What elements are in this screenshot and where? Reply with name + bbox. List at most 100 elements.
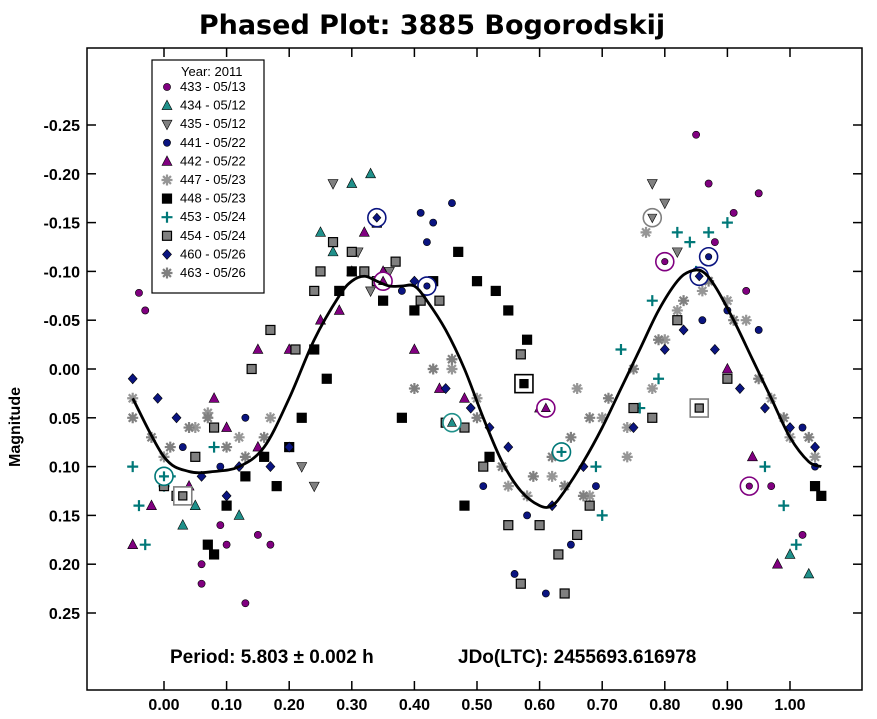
data-point	[696, 285, 708, 297]
data-point	[567, 540, 575, 549]
data-point	[810, 441, 820, 453]
data-point	[753, 373, 765, 385]
data-points	[127, 130, 827, 608]
data-point	[584, 412, 596, 424]
data-point	[698, 316, 707, 325]
highlighted-data-point	[694, 271, 704, 282]
legend-marker	[162, 248, 172, 260]
y-tick-label: -0.10	[44, 264, 81, 281]
y-tick-label: -0.05	[44, 313, 81, 330]
legend-label: 453 - 05/24	[180, 209, 246, 224]
data-point	[541, 589, 550, 598]
data-point	[710, 238, 719, 247]
data-point	[216, 521, 225, 530]
data-point	[189, 499, 201, 510]
period-annotation: Period: 5.803 ± 0.002 h	[170, 647, 374, 668]
data-point	[816, 490, 827, 501]
data-point	[471, 276, 483, 287]
data-point	[183, 422, 195, 434]
y-axis: -0.25 -0.20 -0.15 -0.10 -0.05 0.00 0.05 0.10 0.1…	[44, 118, 862, 623]
legend-marker	[161, 99, 173, 110]
legend-marker	[161, 155, 173, 166]
data-point	[222, 540, 231, 549]
data-point	[327, 179, 339, 190]
highlighted-data-point	[446, 417, 457, 427]
data-point	[798, 423, 807, 432]
data-point	[653, 334, 665, 346]
data-point	[127, 373, 138, 385]
highlighted-data-point	[540, 402, 551, 412]
data-point	[577, 490, 589, 502]
data-point	[628, 402, 639, 414]
legend-label: 454 - 05/24	[180, 228, 246, 243]
data-point	[240, 471, 251, 482]
data-point	[510, 570, 519, 578]
highlighted-data-point	[423, 282, 431, 290]
y-tick-label: -0.25	[44, 118, 81, 135]
data-point	[621, 422, 633, 434]
data-point	[521, 334, 533, 345]
data-point	[221, 500, 232, 511]
data-point	[565, 431, 577, 443]
data-point	[423, 238, 431, 247]
legend-marker	[163, 138, 171, 147]
data-point	[221, 421, 233, 432]
data-point	[515, 578, 526, 589]
data-point	[446, 363, 458, 375]
data-point	[458, 392, 470, 403]
data-point	[440, 383, 451, 394]
data-point	[546, 470, 558, 482]
data-point	[760, 402, 770, 414]
data-point	[164, 441, 176, 453]
data-point	[266, 540, 275, 549]
x-tick-label: 0.00	[148, 697, 179, 714]
highlighted-points	[154, 207, 760, 506]
data-point	[365, 167, 377, 179]
data-point	[553, 549, 564, 560]
legend-label: 434 - 05/12	[180, 98, 246, 113]
data-point	[471, 412, 483, 424]
legend-marker	[161, 267, 173, 279]
legend-label: 442 - 05/22	[180, 153, 246, 168]
data-point	[767, 482, 776, 491]
data-point	[754, 326, 763, 334]
data-point	[252, 343, 264, 354]
x-tick-label: 1.00	[774, 697, 805, 714]
highlighted-data-point	[556, 447, 567, 457]
data-point	[798, 531, 807, 539]
data-point	[296, 462, 308, 473]
data-point	[453, 246, 464, 257]
data-point	[296, 412, 307, 423]
data-point	[704, 179, 713, 188]
data-point	[309, 285, 320, 297]
data-point	[465, 402, 476, 414]
legend-label: 448 - 05/23	[180, 191, 246, 206]
data-point	[803, 567, 815, 579]
data-point	[145, 499, 157, 510]
data-point	[653, 373, 665, 385]
data-point	[358, 226, 370, 237]
data-point	[546, 451, 558, 463]
data-point	[315, 266, 326, 277]
data-point	[448, 199, 456, 207]
data-point	[365, 286, 377, 298]
data-point	[346, 246, 357, 257]
data-point	[202, 539, 213, 550]
legend-label: 463 - 05/26	[180, 265, 246, 280]
data-point	[429, 218, 438, 227]
y-tick-label: 0.00	[49, 362, 80, 379]
y-tick-label: -0.15	[44, 216, 81, 233]
x-tick-label: 0.70	[587, 697, 618, 714]
data-point	[390, 256, 401, 267]
x-tick-label: 0.60	[524, 697, 555, 714]
data-point	[315, 226, 326, 237]
data-point	[584, 500, 595, 511]
data-point	[327, 245, 339, 257]
data-point	[359, 266, 370, 277]
data-point	[190, 451, 201, 462]
data-point	[378, 295, 389, 306]
y-tick-label: 0.15	[49, 508, 80, 525]
legend-label: 433 - 05/13	[180, 79, 246, 94]
data-point	[253, 531, 262, 539]
highlighted-data-point	[519, 378, 529, 389]
